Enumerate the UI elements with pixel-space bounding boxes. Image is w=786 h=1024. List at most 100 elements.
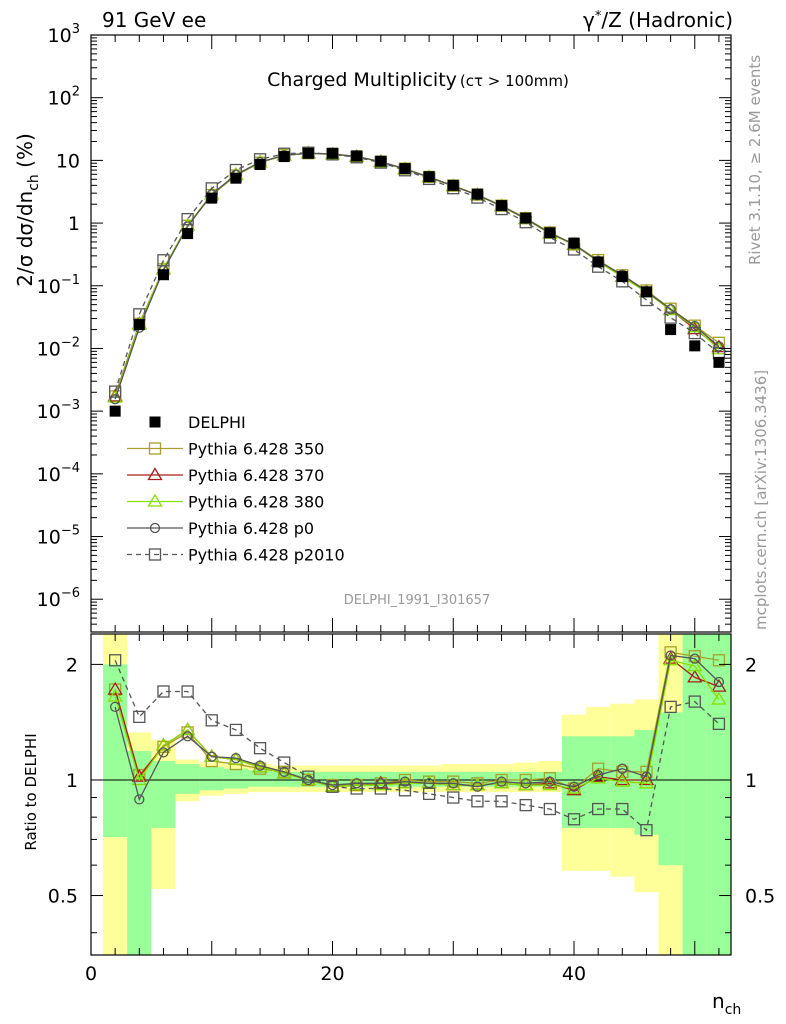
legend-label: Pythia 6.428 p0 xyxy=(188,519,314,538)
ratio-y-tick-label-right: 1 xyxy=(745,770,757,792)
data-point xyxy=(640,286,652,298)
data-point xyxy=(689,340,701,352)
main-series-marker xyxy=(181,212,194,226)
ratio-series-marker xyxy=(614,773,630,787)
data-point xyxy=(230,172,242,184)
ratio-series-marker xyxy=(687,658,703,672)
header-process: γ*/Z (Hadronic) xyxy=(583,8,733,32)
main-y-tick-label: 10−3 xyxy=(37,398,80,423)
ratio-series-marker xyxy=(302,770,315,783)
ratio-panel-frame xyxy=(90,633,732,956)
ratio-series-marker xyxy=(614,772,630,786)
ratio-series-marker xyxy=(229,723,243,737)
ratio-series-marker xyxy=(593,769,604,781)
band-green-bin xyxy=(199,767,224,791)
data-point xyxy=(351,150,363,162)
ratio-series-marker xyxy=(713,676,725,688)
ratio-series-marker xyxy=(665,650,676,661)
data-point xyxy=(375,155,387,167)
ratio-series-marker xyxy=(133,710,146,724)
ratio-series-marker xyxy=(158,747,169,758)
band-green-bin xyxy=(127,750,152,955)
ratio-series-marker xyxy=(495,795,508,808)
main-y-tick-label: 10−6 xyxy=(37,586,80,611)
mcplots-reference-text: mcplots.cern.ch [arXiv:1306.3436] xyxy=(752,370,770,630)
main-panel-curves xyxy=(107,145,727,417)
ratio-series-marker xyxy=(448,778,459,789)
ratio-series-marker xyxy=(155,737,172,751)
ratio-series-marker xyxy=(542,777,558,791)
ratio-series-marker xyxy=(641,771,652,782)
ratio-series-marker xyxy=(326,780,339,793)
legend-marker xyxy=(147,493,163,507)
band-green-bin xyxy=(223,768,248,789)
main-y-tick-label: 102 xyxy=(48,85,80,110)
data-point xyxy=(327,147,339,159)
ratio-series-marker xyxy=(107,688,123,702)
ratio-series-marker xyxy=(303,774,314,786)
ratio-series-marker xyxy=(110,701,121,713)
main-series-marker xyxy=(689,320,700,332)
ratio-series-marker xyxy=(592,802,605,816)
ratio-series-marker xyxy=(373,777,389,791)
ratio-series-marker xyxy=(422,787,436,801)
band-green-bin xyxy=(151,761,176,828)
data-point xyxy=(302,147,314,159)
ratio-series-marker xyxy=(157,685,170,698)
data-point xyxy=(592,256,604,268)
data-point xyxy=(206,192,218,204)
rivet-version-text: Rivet 3.1.10, ≥ 2.6M events xyxy=(746,55,764,265)
ratio-series-marker xyxy=(712,654,726,667)
ratio-series-marker xyxy=(472,781,483,792)
main-panel-frame xyxy=(90,34,732,633)
data-point xyxy=(713,356,725,368)
data-point xyxy=(616,271,628,283)
ratio-series-marker xyxy=(518,777,534,791)
ratio-series-marker xyxy=(617,763,628,774)
analysis-id: DELPHI_1991_I301657 xyxy=(344,593,490,608)
data-point xyxy=(133,319,145,331)
data-point xyxy=(544,227,556,239)
ratio-series-marker xyxy=(688,695,701,708)
ratio-series-marker xyxy=(350,782,363,795)
data-point xyxy=(520,212,532,224)
data-point xyxy=(496,200,508,212)
ratio-y-axis-label: Ratio to DELPHI xyxy=(22,733,40,850)
data-point xyxy=(182,228,194,240)
legend-label: Pythia 6.428 350 xyxy=(188,440,324,459)
ratio-series-marker xyxy=(544,776,556,787)
ratio-series-marker xyxy=(399,776,411,787)
legend-label: Pythia 6.428 p2010 xyxy=(188,546,345,565)
ratio-y-tick-label-right: 2 xyxy=(745,654,757,676)
ratio-y-tick-label: 1 xyxy=(66,770,78,792)
ratio-series-marker xyxy=(134,794,145,805)
ratio-series-marker xyxy=(616,765,629,778)
ratio-series-marker xyxy=(278,756,291,769)
uncertainty-bands xyxy=(103,634,731,955)
ratio-series-marker xyxy=(181,685,194,698)
data-point xyxy=(447,179,459,191)
ratio-series-marker xyxy=(689,653,700,664)
ratio-series-marker xyxy=(131,772,147,786)
legend-marker xyxy=(147,467,163,481)
legend-label: Pythia 6.428 370 xyxy=(188,466,324,485)
ratio-series-marker xyxy=(496,776,507,787)
ratio-series-marker xyxy=(638,772,655,786)
main-series-marker xyxy=(713,341,725,352)
ratio-series-marker xyxy=(638,775,655,789)
legend-label: DELPHI xyxy=(188,413,246,432)
ratio-series-marker xyxy=(687,669,703,683)
legend-marker xyxy=(149,522,161,534)
ratio-series-marker xyxy=(640,824,653,837)
ratio-series-marker xyxy=(205,714,218,727)
legend-marker xyxy=(148,548,162,561)
ratio-series-marker xyxy=(495,773,508,787)
x-tick-label: 0 xyxy=(85,963,97,985)
ratio-series-marker xyxy=(616,802,629,816)
ratio-y-tick-label: 2 xyxy=(66,654,78,676)
data-point xyxy=(157,269,169,281)
data-point xyxy=(278,151,290,163)
data-point xyxy=(471,188,483,200)
legend-marker xyxy=(148,442,162,455)
band-green-bin xyxy=(103,664,128,838)
